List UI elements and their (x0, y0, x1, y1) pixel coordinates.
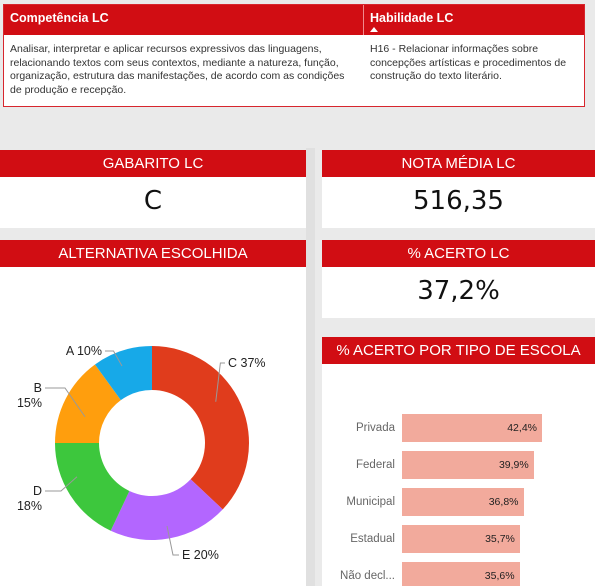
donut-slice-e[interactable] (110, 479, 223, 540)
header-competencia[interactable]: Competência LC (4, 5, 364, 35)
bar-category-label: Municipal (346, 496, 395, 508)
bar-nodecl[interactable]: 35,6% (402, 562, 520, 586)
cell-competencia: Analisar, interpretar e aplicar recursos… (10, 43, 345, 96)
donut-slice-a[interactable] (94, 346, 152, 401)
escola-card: % ACERTO POR TIPO DE ESCOLA Privada 42,4%… (322, 337, 595, 586)
bar-privada[interactable]: 42,4% (402, 414, 542, 442)
bar-value-label: 35,7% (485, 533, 515, 545)
table-header: Competência LC Habilidade LC (4, 5, 584, 35)
donut-slice-d[interactable] (55, 443, 130, 531)
acerto-title: % ACERTO LC (322, 240, 595, 267)
bar-row-0: Privada 42,4% (322, 414, 595, 442)
bar-value-label: 42,4% (507, 422, 537, 434)
bar-row-2: Municipal 36,8% (322, 488, 595, 516)
donut-leader-line (105, 350, 123, 367)
divider-strip (306, 148, 315, 586)
donut-label-c: C 37% (228, 356, 266, 370)
acerto-value: 37,2% (417, 276, 500, 306)
bar-value-label: 35,6% (484, 570, 515, 582)
competencia-table: Competência LC Habilidade LC Analisar, i… (3, 4, 585, 107)
alternativa-donut-chart[interactable]: C 37% E 20% D 18% B 15% A 10% (0, 267, 306, 586)
donut-leader-line (166, 525, 179, 556)
bar-row-4: Não decl... 35,6% (322, 562, 595, 586)
cell-habilidade: H16 - Relacionar informações sobre conce… (370, 43, 567, 82)
donut-leader-line (45, 387, 86, 418)
bar-federal[interactable]: 39,9% (402, 451, 534, 479)
bar-category-label: Estadual (350, 533, 395, 545)
donut-label-e: E 20% (182, 548, 219, 562)
bar-category-label: Privada (356, 422, 395, 434)
nota-media-title: NOTA MÉDIA LC (322, 150, 595, 177)
bar-municipal[interactable]: 36,8% (402, 488, 524, 516)
donut-label-a: A 10% (66, 344, 102, 358)
acerto-card: % ACERTO LC 37,2% (322, 240, 595, 318)
gabarito-card: GABARITO LC C (0, 150, 306, 228)
escola-title: % ACERTO POR TIPO DE ESCOLA (322, 337, 595, 364)
escola-bar-chart: Privada 42,4% Federal 39,9% Municipal 36,8% Es… (322, 364, 595, 586)
donut-leader-line (45, 476, 78, 492)
alternativa-card: ALTERNATIVA ESCOLHIDA C 37% E 20% D 18% B 15%… (0, 240, 306, 586)
bar-value-label: 39,9% (498, 459, 529, 471)
header-competencia-label: Competência LC (10, 11, 109, 25)
bar-row-1: Federal 39,9% (322, 451, 595, 479)
bar-row-3: Estadual 35,7% (322, 525, 595, 553)
bar-estadual[interactable]: 35,7% (402, 525, 520, 553)
sort-ascending-icon[interactable] (370, 27, 378, 32)
donut-label-d: D 18% (17, 484, 42, 513)
gabarito-value: C (143, 186, 163, 216)
bar-category-label: Não decl... (340, 570, 395, 582)
nota-media-card: NOTA MÉDIA LC 516,35 (322, 150, 595, 228)
gabarito-title: GABARITO LC (0, 150, 306, 177)
alternativa-title: ALTERNATIVA ESCOLHIDA (0, 240, 306, 267)
header-habilidade-label: Habilidade LC (370, 11, 454, 25)
donut-slice-c[interactable] (152, 346, 249, 510)
donut-label-b: B 15% (17, 381, 42, 410)
bar-category-label: Federal (356, 459, 395, 471)
table-row: Analisar, interpretar e aplicar recursos… (4, 35, 584, 97)
donut-slice-b[interactable] (55, 364, 121, 443)
nota-media-value: 516,35 (413, 186, 504, 216)
bar-value-label: 36,8% (488, 496, 519, 508)
header-habilidade[interactable]: Habilidade LC (364, 5, 584, 35)
donut-leader-line (215, 362, 225, 402)
